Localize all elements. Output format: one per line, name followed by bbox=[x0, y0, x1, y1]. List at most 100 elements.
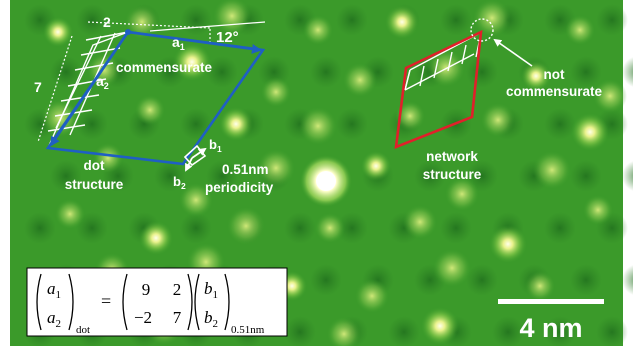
surface-depression bbox=[76, 4, 108, 36]
surface-depression bbox=[570, 264, 602, 296]
molecule-blob bbox=[593, 79, 627, 113]
molecule-blob bbox=[135, 95, 165, 125]
surface-depression bbox=[544, 212, 576, 244]
svg-text:a1: a1 bbox=[47, 279, 61, 301]
surface-depression bbox=[466, 264, 498, 296]
molecule-blob bbox=[361, 151, 391, 181]
commensurate-label: commensurate bbox=[116, 60, 213, 75]
matrix-equation: a1 a2 dot = 9 2 −2 7 b1 b2 0.51nm bbox=[26, 267, 288, 337]
a2-label: a2 bbox=[96, 73, 109, 91]
molecule-blob bbox=[445, 177, 479, 211]
surface-depression bbox=[180, 108, 212, 140]
svg-text:−2: −2 bbox=[134, 308, 152, 327]
dot-label: dot bbox=[84, 158, 105, 173]
not-label: not bbox=[544, 67, 565, 82]
surface-depression bbox=[336, 212, 368, 244]
molecule-blob bbox=[257, 149, 295, 187]
surface-depression bbox=[50, 160, 82, 192]
mismatch-circle bbox=[470, 18, 494, 42]
surface-depression bbox=[622, 56, 633, 88]
molecule-blob bbox=[303, 15, 333, 45]
molecule-blob bbox=[327, 317, 361, 346]
b2-label: b2 bbox=[173, 174, 186, 191]
molecule-blob bbox=[525, 271, 555, 301]
surface-depression bbox=[310, 264, 342, 296]
molecule-blob bbox=[583, 195, 613, 225]
surface-depression bbox=[388, 316, 420, 346]
basis-vectors bbox=[183, 144, 207, 172]
molecule-blob bbox=[355, 279, 389, 313]
molecule-blob bbox=[533, 151, 571, 189]
surface-depression bbox=[622, 160, 633, 192]
molecule-blob bbox=[213, 0, 251, 35]
molecule-blob bbox=[173, 43, 211, 81]
svg-text:b2: b2 bbox=[204, 308, 218, 330]
dot-structure-label: structure bbox=[65, 177, 124, 192]
network-unit-cell bbox=[394, 18, 533, 150]
surface-depression bbox=[440, 4, 472, 36]
non-commensurate-grid bbox=[404, 33, 481, 91]
molecule-blob bbox=[219, 107, 253, 141]
surface-depression bbox=[492, 316, 524, 346]
surface-depression bbox=[206, 160, 238, 192]
surface-depression bbox=[466, 56, 498, 88]
molecule-blob bbox=[43, 17, 73, 47]
svg-text:9: 9 bbox=[142, 280, 151, 299]
b1-label: b1 bbox=[209, 137, 222, 154]
surface-depression bbox=[284, 316, 316, 346]
angle-label: 12° bbox=[216, 29, 239, 46]
molecule-blob bbox=[403, 205, 437, 239]
network-label: network bbox=[426, 149, 478, 164]
surface-depression bbox=[544, 108, 576, 140]
molecule-blob bbox=[315, 213, 345, 243]
surface-depression bbox=[206, 56, 238, 88]
molecule-blob bbox=[395, 101, 425, 131]
surface-depression bbox=[440, 212, 472, 244]
dot-unit-cell bbox=[37, 21, 266, 166]
molecule-blob bbox=[179, 183, 213, 217]
periodicity-subscript: 0.51nm bbox=[231, 324, 265, 336]
count-top-label: 2 bbox=[103, 14, 111, 30]
vector-a2-arrow bbox=[49, 31, 130, 147]
molecule-blob bbox=[55, 199, 85, 229]
svg-text:7: 7 bbox=[173, 308, 182, 327]
molecule-blob bbox=[565, 15, 595, 45]
surface-depression bbox=[180, 212, 212, 244]
surface-depression bbox=[414, 160, 446, 192]
a1-label: a1 bbox=[172, 34, 185, 52]
surface-depression bbox=[570, 160, 602, 192]
dot-subscript: dot bbox=[76, 324, 90, 336]
vector-a1-arrow bbox=[127, 30, 262, 54]
molecule-blob bbox=[489, 225, 527, 263]
molecule-blob bbox=[481, 103, 515, 137]
surface-depression bbox=[154, 160, 186, 192]
molecule-blob bbox=[343, 63, 377, 97]
equals-sign: = bbox=[101, 291, 111, 311]
svg-text:a2: a2 bbox=[47, 308, 61, 330]
surface-depression bbox=[180, 4, 212, 36]
periodicity-value-label: 0.51nm bbox=[222, 162, 269, 177]
periodicity-label: periodicity bbox=[205, 180, 274, 195]
count-left-label: 7 bbox=[34, 79, 42, 95]
molecule-blob bbox=[433, 249, 471, 287]
surface-depression bbox=[596, 4, 628, 36]
surface-depression bbox=[76, 212, 108, 244]
molecule-blob bbox=[227, 207, 265, 245]
surface-depression bbox=[596, 316, 628, 346]
molecule-blob bbox=[385, 5, 419, 39]
molecule-blob bbox=[521, 61, 551, 91]
surface-depression bbox=[570, 56, 602, 88]
surface-depression bbox=[284, 212, 316, 244]
scale-bar-label: 4 nm bbox=[519, 313, 582, 343]
surface-depression bbox=[50, 56, 82, 88]
surface-depression bbox=[544, 316, 576, 346]
molecule-blob bbox=[571, 113, 609, 151]
svg-text:b1: b1 bbox=[204, 279, 218, 301]
molecule-blob bbox=[93, 143, 123, 173]
surface-depression bbox=[336, 4, 368, 36]
surface-depression bbox=[622, 264, 633, 296]
surface-depression bbox=[336, 108, 368, 140]
molecule-blob bbox=[473, 0, 511, 37]
